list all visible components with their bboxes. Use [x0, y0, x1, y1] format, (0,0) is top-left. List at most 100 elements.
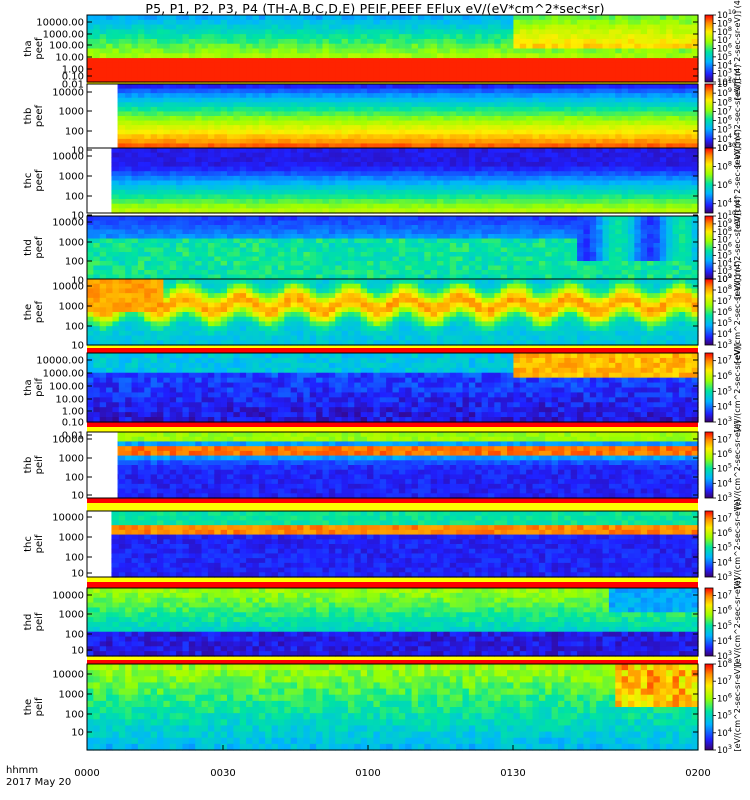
panel-thc-peif-ytick-2: 100	[65, 553, 84, 564]
panel-tha-peif-ylabel-0: tha	[23, 379, 34, 395]
panel-tha-peef-ytick-2: 100.00	[49, 41, 84, 52]
panel-thc-peef-frame	[86, 147, 699, 214]
panel-tha-peif-cbar-label-3: 104	[717, 400, 732, 413]
panel-thd-peif-ylabel-1: peif	[34, 612, 45, 631]
panel-the-peif-cbar-unit: [eV/(cm^2-sec-sr-eV)]	[733, 662, 742, 751]
panel-thc-peif-ytick-1: 1000	[59, 533, 84, 544]
separator-band-8	[87, 577, 698, 582]
panel-thc-peif-cbar-label-3: 104	[717, 555, 732, 568]
separator-band-5	[87, 427, 698, 432]
panel-thd-peif-frame	[86, 587, 699, 657]
panel-thd-peif-cbar-label-1: 106	[717, 604, 732, 617]
panel-thc-peef-ytick-1: 1000	[59, 172, 84, 183]
panel-thb-peif-cbar-label-0: 107	[717, 432, 732, 445]
panel-thd-peef-ylabel-0: thd	[23, 239, 34, 256]
panel-tha-peif-ytick-6: 0.01	[62, 431, 84, 442]
panel-the-peef-ylabel-1: peef	[34, 300, 45, 323]
panel-the-peef-ytick-2: 100	[65, 322, 84, 333]
panel-thc-peef-cbar-label-3: 104	[717, 197, 732, 210]
x-tick-0: 0000	[74, 768, 99, 779]
panel-thc-peif-ytick-0: 10000	[52, 513, 84, 524]
panel-the-peif-cbar-label-5: 103	[717, 743, 732, 756]
panel-tha-peif-cells	[87, 353, 699, 423]
panel-thb-peif-ylabel: thb peif	[23, 455, 45, 474]
panel-thb-peef-cbar-unit: [eV/(cm^2-sec-sr-eV)] (4)	[733, 65, 742, 168]
panel-thc-peef-ylabel-0: thc	[23, 173, 34, 189]
panel-tha-peef-ytick-4: 1.00	[62, 65, 84, 76]
panel-thc-peef-ytick-3: 10	[71, 211, 84, 222]
panel-thc-peef-ylabel-1: peef	[34, 169, 45, 192]
panel-tha-peif-ylabel: tha peif	[23, 378, 45, 397]
panel-thd-peef-ytick-2: 100	[65, 257, 84, 268]
panel-thc-peif-cbar-label-2: 105	[717, 541, 732, 554]
panel-thd-peef-cells	[87, 216, 699, 280]
panel-the-peef-ylabel-0: the	[23, 304, 34, 320]
panel-thd-peef-ylabel-1: peef	[34, 236, 45, 259]
separator-band-10	[87, 656, 698, 660]
panel-the-peif-cbar-label-1: 107	[717, 674, 732, 687]
x-tick-2: 0100	[355, 768, 380, 779]
panel-thb-peif-ylabel-1: peif	[34, 455, 45, 474]
panel-the-peif-ytick-2: 100	[65, 710, 84, 721]
panel-tha-peef-ytick-5: 0.10	[62, 72, 84, 83]
panel-thc-peif-ylabel-0: thc	[23, 536, 34, 552]
panel-tha-peif-ytick-3: 10.00	[55, 395, 84, 406]
panel-tha-peif-cbar-label-4: 103	[717, 415, 732, 428]
panel-the-peif-ylabel-0: the	[23, 699, 34, 715]
panel-the-peef-ytick-3: 10	[71, 341, 84, 352]
panel-thc-peef: thc peef 10000 1000 100 1010 10 108 106 104 [eV/(c…	[23, 129, 742, 232]
panel-thb-peif-cbar-label-4: 103	[717, 491, 732, 504]
panel-thb-peef-ytick-1: 1000	[59, 107, 84, 118]
panel-tha-peif-ytick-5: 0.10	[62, 418, 84, 429]
panel-tha-peef-cells	[87, 15, 699, 83]
panel-thc-peif-cbar-label-1: 106	[717, 526, 732, 539]
panel-thc-peif-yticks: 10000 1000 100 10	[52, 513, 698, 580]
panel-the-peif-frame	[86, 663, 699, 751]
panel-thc-peif-ylabel: thc peif	[23, 534, 45, 553]
panel-thc-peif-cbar-label-0: 107	[717, 511, 732, 524]
panel-thc-peif-cells	[111, 511, 699, 578]
panel-tha-peef-ytick-6: 0.01	[62, 80, 84, 91]
panel-tha-peef-frame	[86, 14, 699, 83]
separator-band-11	[87, 660, 698, 664]
panel-thc-peif-cbar-unit: [eV/(cm^2-sec-sr-eV)]	[733, 499, 742, 588]
panel-thd-peif-ytick-1: 1000	[59, 610, 84, 621]
panel-thd-peif-ytick-0: 10000	[52, 591, 84, 602]
panel-thd-peef-ytick-3: 10	[71, 276, 84, 287]
separator-band-1	[87, 82, 698, 84]
panel-tha-peif-cbar-unit: [eV/(cm^2-sec-sr-eV)]	[733, 343, 742, 432]
panel-tha-peef-ylabel: tha peef	[23, 37, 45, 60]
panel-thd-peef-ytick-1: 1000	[59, 238, 84, 249]
panel-thc-peif-cbar-label-4: 103	[717, 570, 732, 583]
panel-tha-peef: tha peef10000.001000.00100.0010.001.000.1…	[23, 0, 742, 100]
panel-the-peef-ytick-0: 10000	[52, 282, 84, 293]
panel-thd-peif-ylabel-0: thd	[23, 614, 34, 631]
panel-tha-peif-ytick-4: 1.00	[62, 407, 84, 418]
panel-thc-peif-ylabel-1: peif	[34, 534, 45, 553]
panel-thc-peef-ylabel: thc peef	[23, 169, 45, 192]
separator-band-9	[87, 582, 698, 588]
panel-thb-peif-ytick-2: 100	[65, 473, 84, 484]
panel-thb-peef-ytick-3: 10	[71, 146, 84, 157]
panel-tha-peif: tha peif 10000.00 1000.00 100.00 10.001.000.1…	[23, 343, 742, 442]
panel-thb-peif-ytick-3: 10	[71, 491, 84, 502]
panel-thc-peef-cbar-label-2: 106	[717, 178, 732, 191]
x-tick-3: 0130	[500, 768, 525, 779]
panel-thb-peef-ylabel-0: thb	[23, 108, 34, 125]
panel-tha-peif-ytick-1: 1000.00	[43, 369, 84, 380]
panel-the-peif-ytick-3: 10	[71, 728, 84, 739]
panel-the-peef-frame	[86, 278, 699, 346]
panel-thb-peef-ylabel: thb peef	[23, 104, 45, 127]
separator-band-2	[87, 345, 698, 348]
panel-thb-peif-cbar-label-3: 104	[717, 476, 732, 489]
panel-thd-peef-ytick-0: 10000	[52, 218, 84, 229]
panel-thd-peef: thd peef100001000100101010109108107106105…	[23, 196, 742, 299]
panel-tha-peif-yticks: 10000.00 1000.00 100.00 10.001.000.10 0.01	[36, 356, 698, 442]
panel-tha-peif-colorbar: 107 106 105 104 103 [eV/(cm^2-sec-sr-eV)]	[704, 343, 742, 432]
panel-thb-peef: thb peef 10000 1000 100 10 1010109108107106105…	[23, 65, 742, 168]
